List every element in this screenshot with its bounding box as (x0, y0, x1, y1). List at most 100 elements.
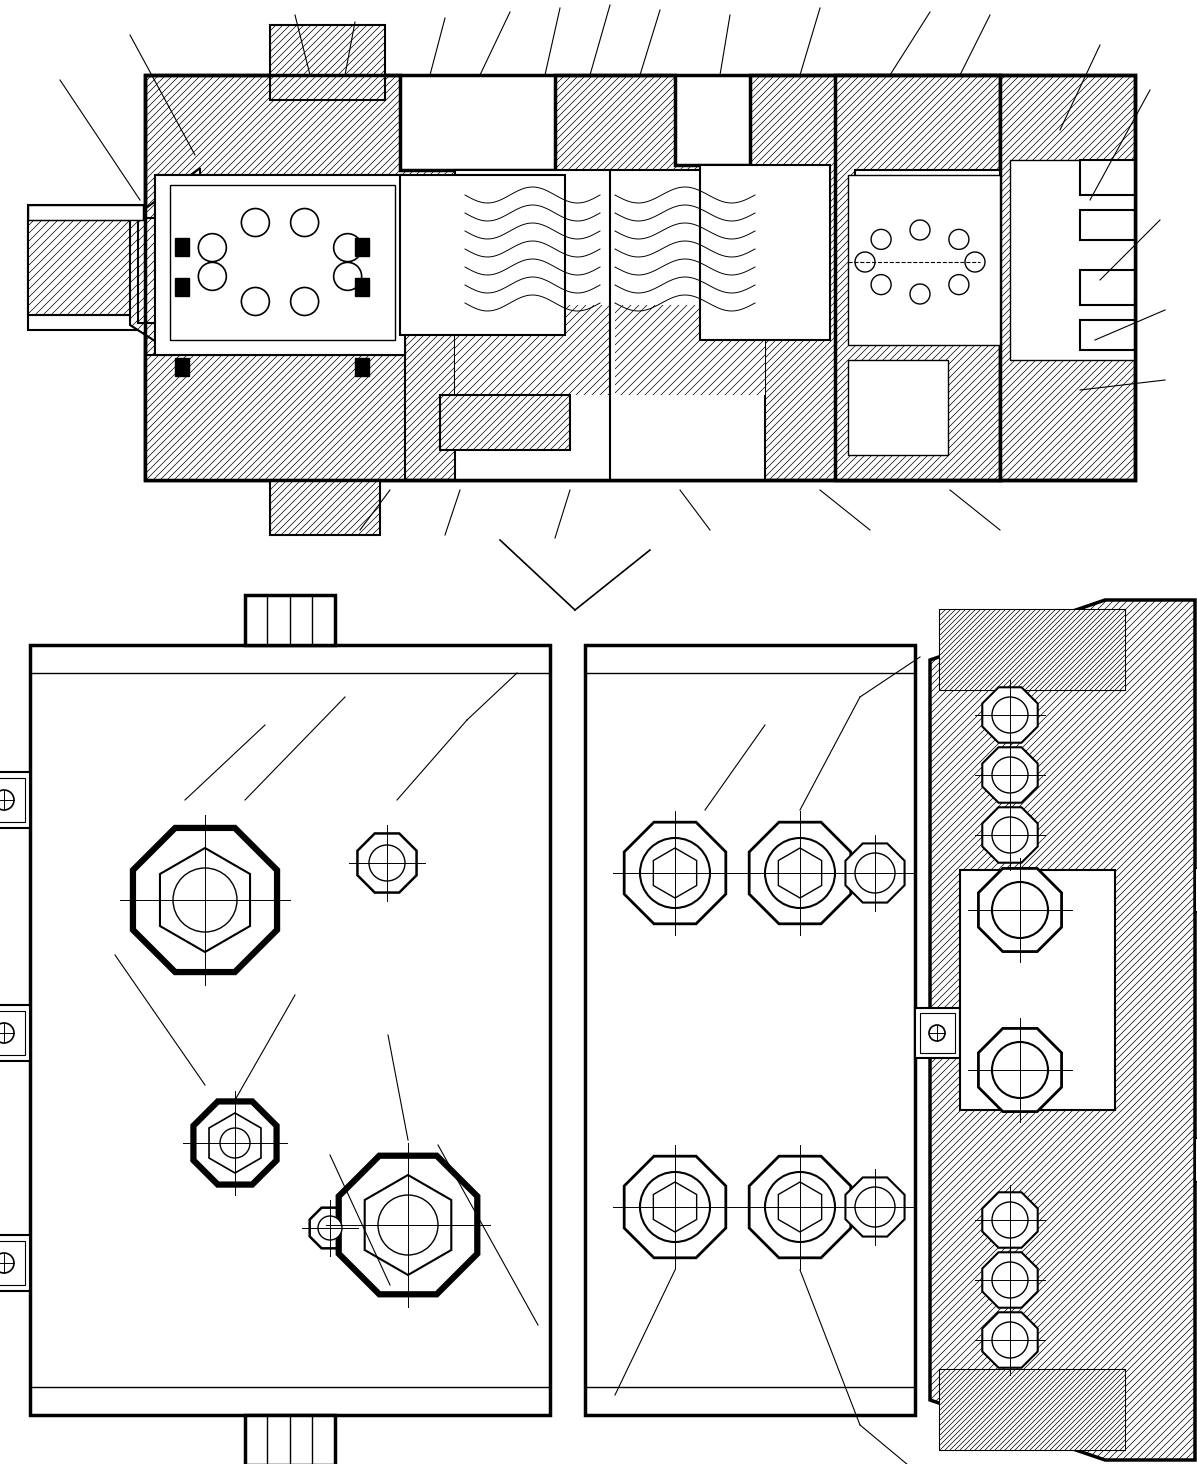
Circle shape (378, 1195, 438, 1255)
Bar (175, 278, 189, 296)
Polygon shape (654, 1181, 697, 1233)
Polygon shape (624, 823, 725, 924)
Bar (1080, 209, 1135, 240)
Bar (175, 239, 189, 256)
Polygon shape (130, 168, 200, 370)
Circle shape (949, 230, 968, 249)
Bar (30, 1386, 549, 1416)
Bar (920, 1013, 955, 1053)
Circle shape (174, 868, 237, 933)
Circle shape (855, 854, 895, 893)
Polygon shape (836, 75, 999, 480)
Polygon shape (940, 610, 1125, 690)
Bar (940, 1370, 1125, 1449)
Circle shape (855, 1187, 895, 1227)
Polygon shape (271, 25, 385, 100)
Bar (960, 870, 1114, 1110)
Polygon shape (778, 1181, 821, 1233)
Polygon shape (983, 1192, 1038, 1247)
Bar (1010, 160, 1135, 360)
Bar (30, 646, 549, 673)
Polygon shape (978, 868, 1062, 952)
Polygon shape (365, 1176, 451, 1275)
Bar (915, 1009, 960, 1058)
Polygon shape (930, 600, 1195, 1460)
Circle shape (0, 1023, 14, 1042)
Polygon shape (778, 848, 821, 897)
Polygon shape (358, 833, 417, 893)
Circle shape (0, 1253, 14, 1274)
Bar (0, 1236, 30, 1291)
Polygon shape (209, 1113, 261, 1173)
Polygon shape (654, 848, 697, 897)
Bar (175, 359, 189, 376)
Polygon shape (624, 1157, 725, 1258)
Polygon shape (845, 843, 905, 903)
Polygon shape (160, 848, 250, 952)
Bar (356, 239, 369, 256)
Bar (245, 1416, 335, 1464)
Circle shape (992, 1042, 1049, 1098)
Bar (585, 646, 915, 673)
Bar (455, 170, 765, 480)
Polygon shape (145, 75, 999, 480)
Polygon shape (983, 807, 1038, 862)
Circle shape (871, 275, 891, 294)
Circle shape (291, 287, 318, 315)
Circle shape (855, 252, 875, 272)
Circle shape (910, 220, 930, 240)
Polygon shape (845, 1177, 905, 1237)
Circle shape (992, 817, 1028, 854)
Polygon shape (983, 1312, 1038, 1367)
Bar (1080, 321, 1135, 350)
Bar (0, 1004, 30, 1061)
Circle shape (242, 208, 269, 237)
Bar (154, 176, 405, 354)
Bar (0, 1241, 25, 1285)
Circle shape (992, 881, 1049, 938)
Bar (585, 1386, 915, 1416)
Circle shape (871, 230, 891, 249)
Circle shape (992, 1202, 1028, 1239)
Bar (170, 184, 395, 340)
Circle shape (965, 252, 985, 272)
Bar (356, 278, 369, 296)
Bar (0, 777, 25, 821)
Circle shape (992, 697, 1028, 733)
Polygon shape (983, 687, 1038, 742)
Polygon shape (145, 354, 405, 480)
Bar (28, 205, 142, 329)
Circle shape (949, 275, 968, 294)
Circle shape (0, 791, 14, 810)
Polygon shape (440, 395, 570, 449)
Bar (847, 360, 948, 455)
Circle shape (910, 284, 930, 305)
Polygon shape (339, 1155, 478, 1294)
Polygon shape (978, 1028, 1062, 1111)
Circle shape (765, 1173, 836, 1241)
Bar (30, 646, 549, 1416)
Bar (1195, 1138, 1197, 1181)
Bar (1080, 269, 1135, 305)
Circle shape (242, 287, 269, 315)
Polygon shape (28, 220, 142, 315)
Polygon shape (999, 75, 1135, 480)
Circle shape (640, 1173, 710, 1241)
Bar (245, 594, 335, 646)
Bar (847, 176, 999, 346)
Bar (0, 1012, 25, 1056)
Circle shape (992, 1262, 1028, 1299)
Circle shape (992, 1322, 1028, 1359)
Circle shape (765, 837, 836, 908)
Polygon shape (983, 747, 1038, 802)
Circle shape (369, 845, 405, 881)
Polygon shape (154, 176, 405, 354)
Polygon shape (749, 1157, 851, 1258)
Circle shape (334, 234, 361, 262)
Bar (400, 176, 565, 335)
Polygon shape (615, 305, 765, 395)
Polygon shape (940, 1370, 1125, 1449)
Circle shape (334, 262, 361, 290)
Bar (0, 772, 30, 829)
Bar (855, 170, 999, 340)
